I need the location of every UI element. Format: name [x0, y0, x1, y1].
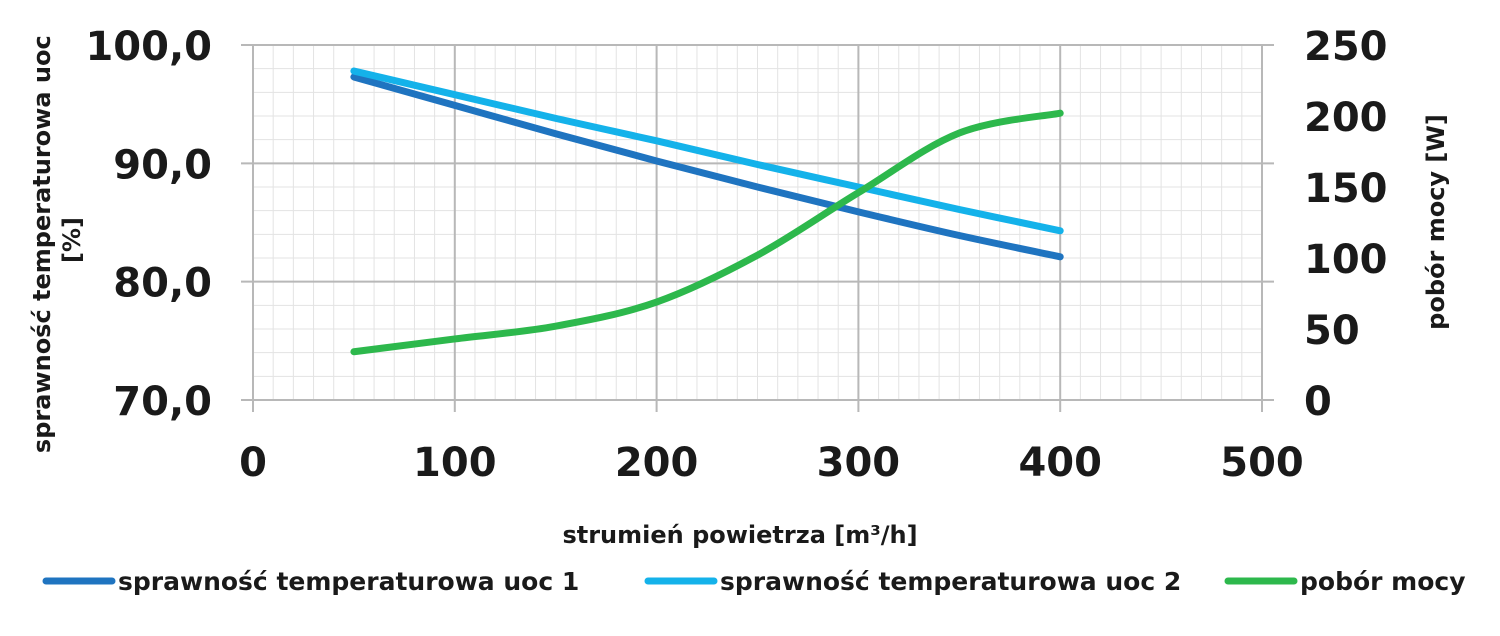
x-tick-label: 300	[817, 440, 901, 486]
series-line-pobor	[350, 109, 1064, 356]
series-layer	[350, 67, 1064, 356]
legend-label-uoc2: sprawność temperaturowa uoc 2	[720, 567, 1181, 596]
x-tick-label: 100	[413, 440, 497, 486]
series-line-uoc2	[350, 67, 1064, 235]
legend-item-uoc2: sprawność temperaturowa uoc 2	[644, 567, 1181, 596]
y-left-axis-title-line-2: [%]	[58, 217, 86, 263]
legend-label-uoc1: sprawność temperaturowa uoc 1	[118, 567, 579, 596]
x-axis-title: strumień powietrza [m³/h]	[562, 521, 917, 549]
y-right-tick-labels: 0 50 100 150 200 250	[1304, 24, 1388, 425]
series-line-uoc1	[350, 73, 1064, 261]
y-left-tick-label: 70,0	[113, 379, 212, 425]
y-left-tick-label: 80,0	[113, 261, 212, 307]
x-tick-label: 500	[1220, 440, 1304, 486]
y-left-tick-labels: 70,0 80,0 90,0 100,0	[85, 24, 212, 425]
y-right-axis-title: pobór mocy [W]	[1422, 114, 1450, 330]
legend-item-uoc1: sprawność temperaturowa uoc 1	[42, 567, 579, 596]
y-left-axis-title-line-1: sprawność temperaturowa uoc	[28, 35, 56, 453]
legend: sprawność temperaturowa uoc 1 sprawność …	[42, 567, 1466, 596]
y-right-tick-label: 100	[1304, 237, 1388, 283]
minor-gridlines	[252, 44, 1263, 401]
y-left-axis-title: sprawność temperaturowa uoc [%]	[28, 27, 86, 453]
x-tick-label: 400	[1018, 440, 1102, 486]
x-tick-label: 0	[239, 440, 267, 486]
legend-label-pobor: pobór mocy	[1300, 567, 1466, 596]
x-tick-labels: 0 100 200 300 400 500	[239, 440, 1304, 486]
y-right-tick-label: 150	[1304, 166, 1388, 212]
y-right-tick-label: 50	[1304, 308, 1360, 354]
y-left-tick-label: 100,0	[85, 24, 212, 70]
legend-item-pobor: pobór mocy	[1224, 567, 1466, 596]
y-right-tick-label: 0	[1304, 379, 1332, 425]
y-right-tick-label: 200	[1304, 95, 1388, 141]
y-left-tick-label: 90,0	[113, 142, 212, 188]
y-right-tick-label: 250	[1304, 24, 1388, 70]
x-tick-label: 200	[615, 440, 699, 486]
